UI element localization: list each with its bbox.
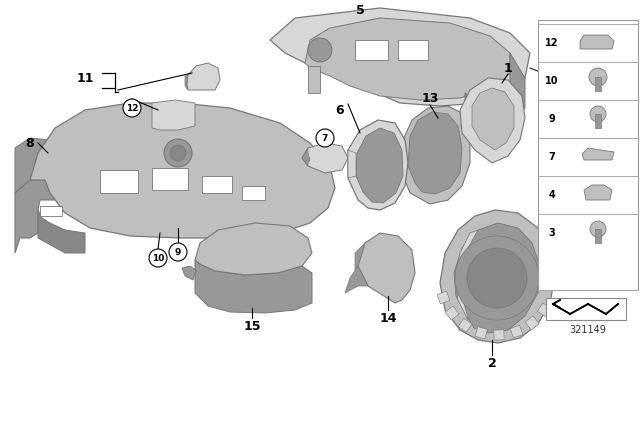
Polygon shape bbox=[308, 66, 320, 93]
Polygon shape bbox=[525, 316, 539, 330]
Text: 4: 4 bbox=[552, 76, 558, 85]
Polygon shape bbox=[398, 40, 428, 60]
Polygon shape bbox=[538, 303, 551, 317]
Text: 1: 1 bbox=[504, 61, 513, 74]
Polygon shape bbox=[580, 35, 614, 49]
Polygon shape bbox=[345, 266, 368, 293]
Circle shape bbox=[554, 105, 570, 121]
FancyBboxPatch shape bbox=[546, 298, 626, 320]
Polygon shape bbox=[270, 8, 530, 106]
Circle shape bbox=[546, 89, 564, 107]
Polygon shape bbox=[302, 143, 348, 173]
Polygon shape bbox=[458, 319, 472, 332]
Circle shape bbox=[590, 221, 606, 237]
Polygon shape bbox=[437, 291, 450, 304]
Polygon shape bbox=[242, 186, 265, 200]
Circle shape bbox=[590, 106, 606, 122]
Text: 7: 7 bbox=[322, 134, 328, 142]
Polygon shape bbox=[305, 18, 510, 100]
Circle shape bbox=[164, 139, 192, 167]
Circle shape bbox=[149, 249, 167, 267]
Polygon shape bbox=[348, 120, 408, 210]
Polygon shape bbox=[445, 306, 459, 320]
Polygon shape bbox=[472, 88, 514, 150]
Text: 10: 10 bbox=[152, 254, 164, 263]
Polygon shape bbox=[182, 266, 196, 280]
Text: 5: 5 bbox=[356, 4, 364, 17]
Polygon shape bbox=[595, 114, 601, 128]
Polygon shape bbox=[595, 229, 601, 243]
Text: 10: 10 bbox=[545, 76, 559, 86]
Polygon shape bbox=[38, 210, 85, 253]
Polygon shape bbox=[355, 243, 368, 286]
Text: 6: 6 bbox=[336, 103, 344, 116]
Polygon shape bbox=[195, 223, 312, 275]
Text: 9: 9 bbox=[175, 247, 181, 257]
Polygon shape bbox=[584, 185, 612, 200]
Polygon shape bbox=[15, 138, 55, 193]
Polygon shape bbox=[494, 330, 504, 340]
Circle shape bbox=[169, 243, 187, 261]
Text: 4: 4 bbox=[548, 190, 556, 200]
Polygon shape bbox=[152, 100, 195, 130]
Polygon shape bbox=[40, 206, 62, 216]
Circle shape bbox=[308, 38, 332, 62]
Polygon shape bbox=[408, 112, 462, 194]
Circle shape bbox=[123, 99, 141, 117]
Polygon shape bbox=[348, 150, 356, 178]
Circle shape bbox=[170, 145, 186, 161]
Polygon shape bbox=[455, 230, 478, 320]
Polygon shape bbox=[440, 210, 555, 343]
Polygon shape bbox=[460, 78, 525, 163]
Polygon shape bbox=[152, 168, 188, 190]
Circle shape bbox=[546, 71, 564, 89]
Text: 4: 4 bbox=[559, 91, 565, 100]
Text: 7: 7 bbox=[548, 152, 556, 162]
Polygon shape bbox=[402, 106, 470, 204]
Polygon shape bbox=[454, 223, 540, 333]
Polygon shape bbox=[15, 178, 85, 253]
Text: 3: 3 bbox=[548, 228, 556, 238]
Text: 14: 14 bbox=[380, 311, 397, 324]
Polygon shape bbox=[195, 260, 312, 313]
Text: 12: 12 bbox=[545, 38, 559, 48]
Circle shape bbox=[467, 248, 527, 308]
Text: 11: 11 bbox=[76, 72, 93, 85]
Circle shape bbox=[455, 236, 539, 320]
Text: 321149: 321149 bbox=[570, 325, 607, 335]
Text: 2: 2 bbox=[488, 357, 497, 370]
Text: 9: 9 bbox=[548, 114, 556, 124]
Polygon shape bbox=[30, 103, 335, 238]
Polygon shape bbox=[187, 63, 220, 90]
Circle shape bbox=[554, 88, 570, 104]
Polygon shape bbox=[595, 77, 601, 91]
Polygon shape bbox=[475, 327, 488, 339]
Polygon shape bbox=[355, 40, 388, 60]
Text: 8: 8 bbox=[26, 137, 35, 150]
FancyBboxPatch shape bbox=[538, 20, 638, 290]
Polygon shape bbox=[356, 128, 403, 203]
Polygon shape bbox=[202, 176, 232, 193]
Text: 15: 15 bbox=[243, 319, 260, 332]
Text: 3: 3 bbox=[552, 94, 558, 103]
Text: 12: 12 bbox=[125, 103, 138, 112]
Circle shape bbox=[316, 129, 334, 147]
Polygon shape bbox=[358, 233, 415, 303]
Circle shape bbox=[589, 68, 607, 86]
Polygon shape bbox=[185, 75, 188, 90]
Polygon shape bbox=[465, 53, 525, 128]
Polygon shape bbox=[302, 148, 310, 166]
Text: 3: 3 bbox=[559, 108, 565, 117]
Polygon shape bbox=[582, 148, 614, 160]
Text: 13: 13 bbox=[421, 91, 438, 104]
Polygon shape bbox=[100, 170, 138, 193]
Polygon shape bbox=[510, 325, 523, 338]
